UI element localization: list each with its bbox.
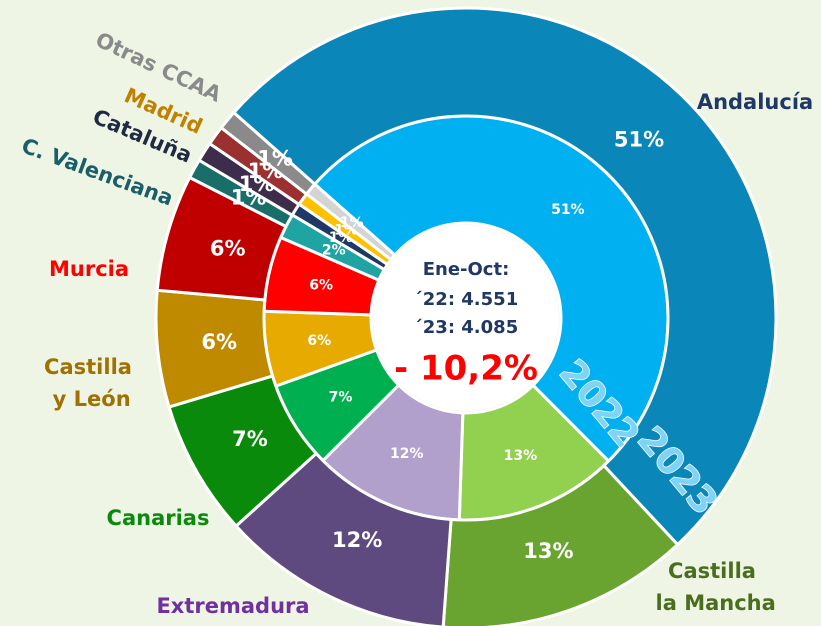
- value-label: 1%: [340, 215, 364, 231]
- value-label: 6%: [307, 333, 331, 349]
- center-text: Ene-Oct:: [423, 259, 510, 280]
- value-label: 13%: [523, 539, 573, 563]
- value-label: 51%: [551, 202, 585, 218]
- label-line: la Mancha: [648, 591, 776, 615]
- value-label: 7%: [232, 427, 268, 451]
- category-label: Andalucía: [697, 90, 813, 114]
- center-text: ´22: 4.551: [414, 289, 518, 310]
- label-line: Castilla: [44, 355, 132, 379]
- donut-slice: [219, 110, 317, 197]
- center-text: - 10,2%: [394, 349, 538, 389]
- value-label: 6%: [201, 330, 237, 354]
- category-label: Canarias: [107, 506, 210, 530]
- donut-slice: [441, 463, 680, 626]
- value-label: 12%: [390, 446, 424, 462]
- value-label: 6%: [309, 277, 333, 293]
- label-line: Castilla: [668, 559, 756, 583]
- value-label: 1%: [257, 147, 293, 171]
- value-label: 13%: [504, 448, 538, 464]
- value-label: 51%: [614, 127, 664, 151]
- label-line: y León: [45, 387, 130, 411]
- center-text: ´23: 4.085: [414, 317, 518, 338]
- center-hole: [373, 225, 559, 411]
- category-label: Murcia: [49, 257, 129, 281]
- donut-slice: [231, 6, 778, 547]
- value-label: 6%: [210, 236, 246, 260]
- category-label: Castilla y León: [44, 355, 132, 411]
- category-label: Extremadura: [156, 594, 309, 618]
- value-label: 12%: [332, 528, 382, 552]
- value-label: 7%: [329, 389, 353, 405]
- category-label: Castilla la Mancha: [648, 559, 776, 615]
- value-label: 2%: [322, 242, 346, 258]
